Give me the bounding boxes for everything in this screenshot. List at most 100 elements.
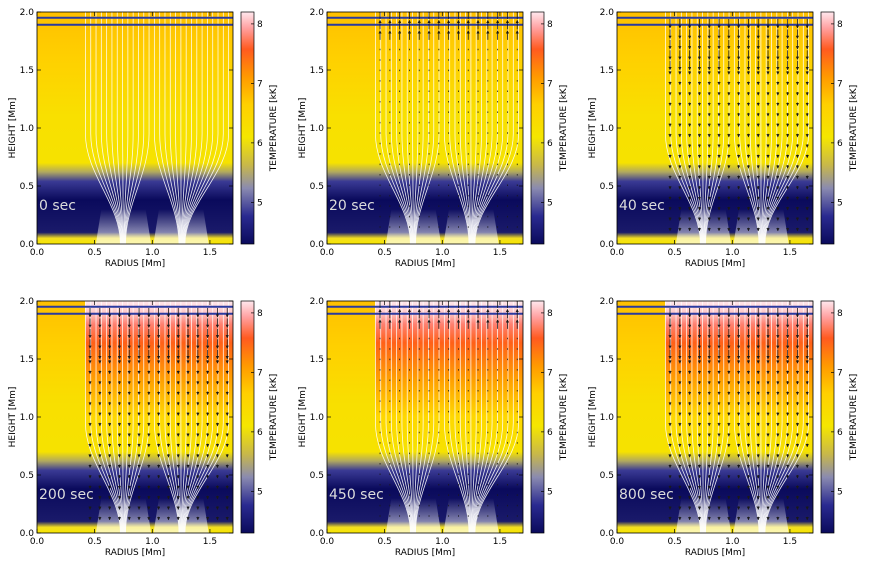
field-line [459, 12, 471, 244]
x-tick-label: 1.5 [493, 537, 507, 547]
colorbar-tick-label: 6 [547, 428, 553, 438]
field-line [691, 301, 703, 533]
x-tick-label: 0.0 [320, 248, 335, 258]
field-line [472, 12, 493, 244]
field-line [696, 12, 704, 244]
colorbar-title: TEMPERATURE [kK] [849, 85, 859, 172]
field-line [414, 12, 429, 244]
colorbar-tick-label: 6 [837, 428, 843, 438]
colorbar-tick-label: 5 [257, 198, 263, 208]
y-tick-label: 1.0 [600, 124, 615, 134]
field-line [412, 12, 414, 244]
x-axis-title: RADIUS [Mm] [105, 548, 165, 558]
field-line [761, 301, 767, 533]
colorbar-tick-label: 8 [257, 20, 263, 30]
field-line [184, 12, 224, 244]
field-line [390, 301, 413, 533]
field-line [473, 301, 504, 533]
field-line [763, 12, 799, 244]
y-tick-label: 0.0 [600, 529, 615, 539]
field-line [703, 12, 714, 244]
x-axis-title: RADIUS [Mm] [395, 259, 455, 269]
field-line [703, 12, 709, 244]
panel-5: 0.0 0.5 1.0 1.5 0.0 0.5 1.0 1.5 2.0 RADIUS [Mm] HE… [298, 297, 569, 558]
field-line [181, 301, 192, 533]
y-tick-label: 2.0 [310, 297, 325, 307]
field-line [183, 12, 214, 244]
field-line [413, 12, 424, 244]
time-label: 200 sec [39, 487, 94, 503]
x-tick-label: 1.0 [145, 537, 160, 547]
field-line [755, 12, 762, 244]
field-line [380, 301, 412, 533]
field-line [761, 12, 772, 244]
field-line [705, 301, 730, 533]
y-axis-title: HEIGHT [Mm] [8, 387, 18, 448]
colorbar-title: TEMPERATURE [kK] [559, 85, 569, 172]
field-line [401, 301, 413, 533]
time-label: 20 sec [329, 198, 375, 214]
field-line [413, 301, 424, 533]
field-line [415, 301, 440, 533]
y-tick-label: 1.5 [310, 66, 324, 76]
x-tick-label: 0.0 [610, 248, 625, 258]
field-line [124, 12, 145, 244]
y-tick-label: 1.5 [310, 355, 324, 365]
field-line [465, 301, 472, 533]
panel-4: 0.0 0.5 1.0 1.5 0.0 0.5 1.0 1.5 2.0 RADIUS [Mm] HE… [8, 297, 279, 558]
time-label: 0 sec [39, 198, 76, 214]
field-line [454, 301, 471, 533]
field-line [764, 12, 804, 244]
y-tick-label: 2.0 [310, 8, 325, 18]
field-line [443, 12, 470, 244]
x-tick-label: 0.5 [87, 248, 101, 258]
field-line [396, 301, 413, 533]
panel-1: 0.0 0.5 1.0 1.5 0.0 0.5 1.0 1.5 2.0 RADIUS [Mm] HE… [8, 8, 279, 269]
field-line [474, 301, 520, 533]
y-tick-label: 0.0 [600, 240, 615, 250]
colorbar [820, 300, 835, 534]
y-tick-label: 1.0 [20, 124, 35, 134]
field-line [412, 301, 414, 533]
field-line [375, 301, 411, 533]
y-axis-title: HEIGHT [Mm] [8, 98, 18, 159]
field-line [181, 12, 192, 244]
plot-area [617, 12, 813, 244]
y-tick-label: 0.0 [20, 529, 35, 539]
y-tick-label: 0.5 [310, 471, 324, 481]
field-line [183, 301, 219, 533]
colorbar-tick-label: 6 [257, 139, 263, 149]
x-tick-label: 0.0 [30, 248, 45, 258]
y-tick-label: 1.0 [600, 413, 615, 423]
field-line [755, 301, 762, 533]
field-line [385, 301, 412, 533]
colorbar [240, 11, 255, 245]
x-tick-label: 1.0 [435, 537, 450, 547]
field-line [761, 12, 767, 244]
field-line [762, 301, 783, 533]
field-line [473, 12, 509, 244]
field-line [702, 301, 704, 533]
x-tick-label: 1.5 [783, 537, 797, 547]
field-line [123, 301, 129, 533]
field-line [761, 301, 772, 533]
field-line [406, 12, 414, 244]
y-tick-label: 0.5 [20, 471, 34, 481]
x-tick-label: 0.5 [667, 248, 681, 258]
velocity-arrows [668, 18, 809, 232]
y-tick-label: 1.0 [310, 413, 325, 423]
y-tick-label: 2.0 [600, 297, 615, 307]
velocity-arrows [378, 301, 519, 517]
y-tick-label: 1.0 [310, 124, 325, 134]
colorbar-title: TEMPERATURE [kK] [849, 374, 859, 461]
field-line [106, 301, 123, 533]
field-line [181, 301, 187, 533]
y-tick-label: 1.5 [600, 355, 614, 365]
field-line [471, 12, 488, 244]
field-line [90, 12, 122, 244]
field-line [116, 12, 124, 244]
time-label: 40 sec [619, 198, 665, 214]
field-line [474, 12, 520, 244]
colorbar-title: TEMPERATURE [kK] [559, 374, 569, 461]
field-line [414, 301, 429, 533]
